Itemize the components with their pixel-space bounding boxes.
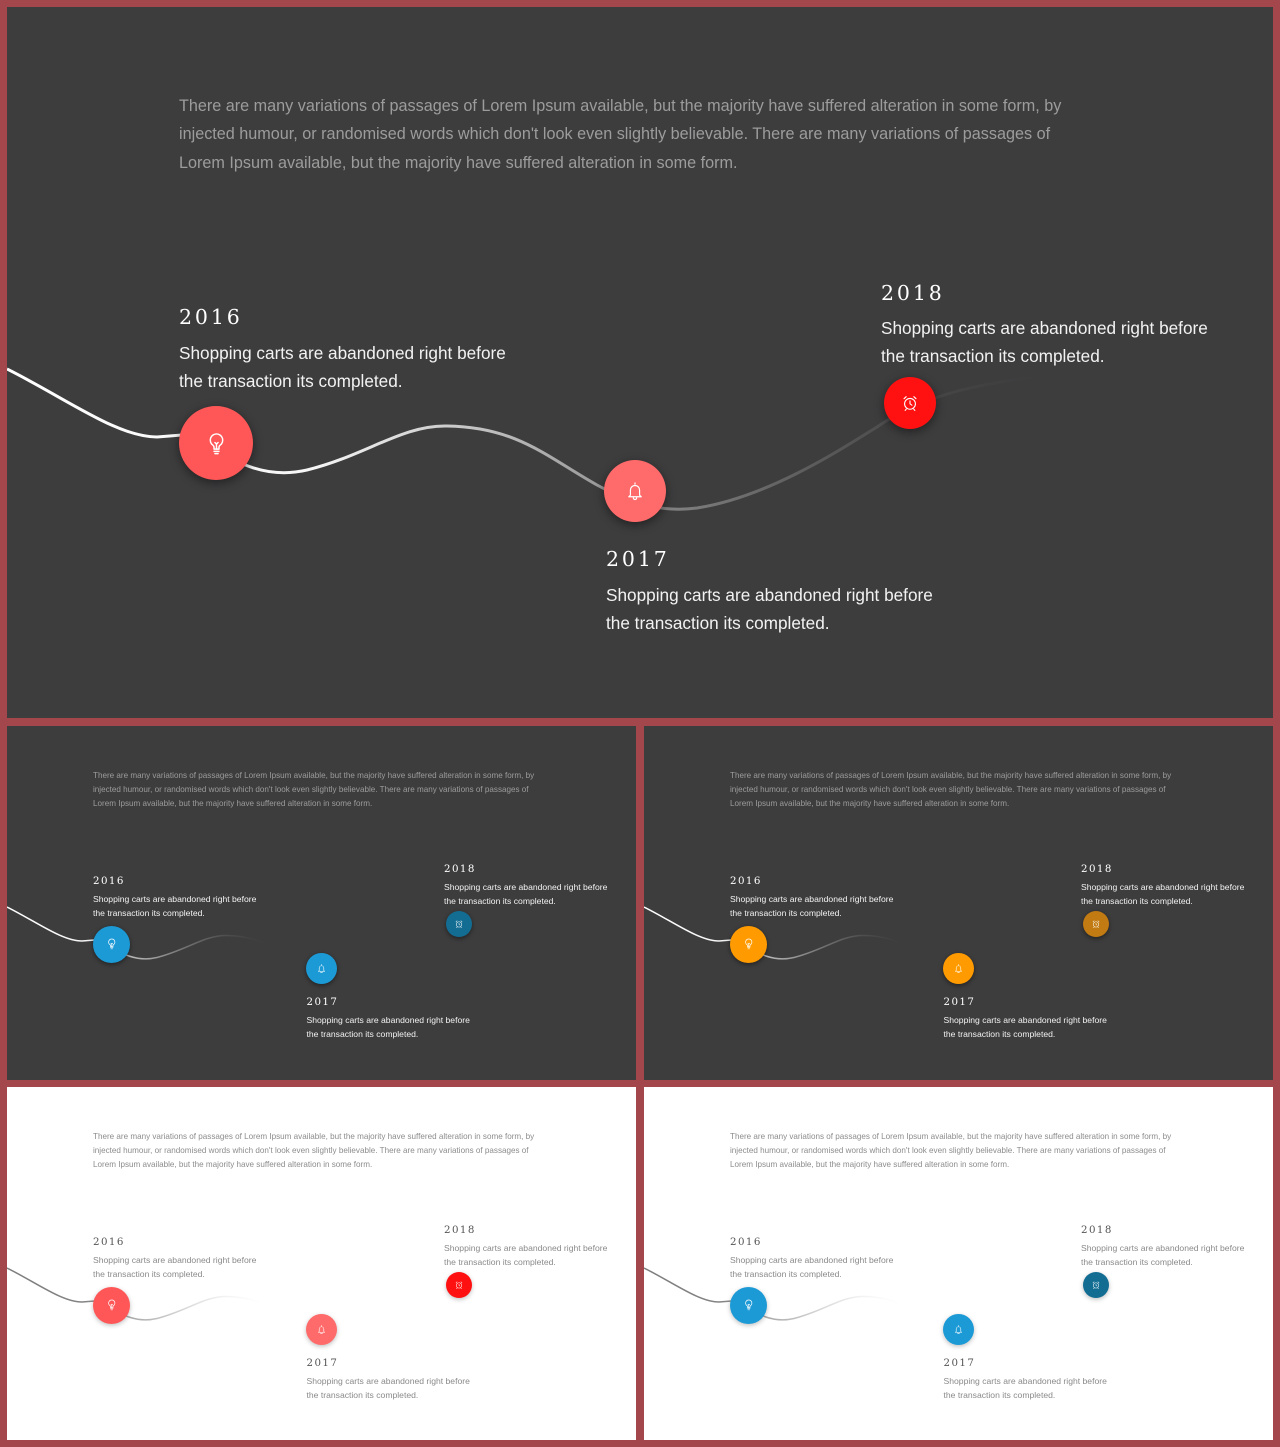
milestone-marker-2016[interactable] (730, 925, 767, 963)
bell-icon (628, 482, 642, 501)
milestone-year-2018: 2018 (1081, 863, 1113, 875)
milestone-year-2017: 2017 (606, 547, 670, 571)
milestone-description: Shopping carts are abandoned right befor… (730, 1255, 894, 1279)
slide-large-dark-red: There are many variations of passages of… (7, 7, 1273, 718)
intro-paragraph: There are many variations of passages of… (730, 1131, 1172, 1169)
bell-icon (954, 963, 962, 973)
slide-dark-orange: There are many variations of passages of… (644, 726, 1273, 1080)
milestone-marker-2017[interactable] (942, 1313, 974, 1345)
milestone-description: Shopping carts are abandoned right befor… (943, 1015, 1107, 1039)
timeline-path (7, 1267, 523, 1339)
milestone-description: Shopping carts are abandoned right befor… (444, 1242, 608, 1267)
milestone-year-2016: 2016 (179, 305, 243, 329)
milestone-description: Shopping carts are abandoned right befor… (306, 1015, 470, 1039)
bell-icon (317, 963, 325, 973)
milestone-description: Shopping carts are abandoned right befor… (93, 894, 257, 918)
milestone-year-2016: 2016 (93, 1236, 125, 1248)
milestone-description: Shopping carts are abandoned right befor… (1081, 1242, 1245, 1267)
milestone-description: Shopping carts are abandoned right befor… (93, 1255, 257, 1279)
milestone-year-2016: 2016 (93, 875, 125, 887)
milestone-year-2018: 2018 (444, 863, 476, 875)
milestone-marker-2018[interactable] (884, 377, 936, 429)
timeline-path (644, 1267, 1160, 1339)
alarm-clock-icon (455, 920, 462, 928)
intro-paragraph: There are many variations of passages of… (179, 97, 1062, 172)
slide-dark-blue: There are many variations of passages of… (7, 726, 636, 1080)
lightbulb-icon (745, 938, 752, 950)
milestone-description: Shopping carts are abandoned right befor… (881, 318, 1208, 366)
milestone-year-2018: 2018 (444, 1224, 476, 1236)
milestone-year-2017: 2017 (306, 1357, 339, 1369)
slide-light-red: There are many variations of passages of… (7, 1087, 636, 1440)
slide-light-blue: There are many variations of passages of… (644, 1087, 1273, 1440)
lightbulb-icon (745, 1299, 752, 1311)
bell-icon (954, 1324, 962, 1334)
milestone-description: Shopping carts are abandoned right befor… (730, 894, 894, 918)
milestone-marker-2017[interactable] (604, 460, 666, 522)
lightbulb-icon (108, 938, 115, 950)
milestone-year-2017: 2017 (943, 1357, 976, 1369)
intro-paragraph: There are many variations of passages of… (93, 1131, 535, 1169)
milestone-description: Shopping carts are abandoned right befor… (1081, 881, 1245, 906)
milestone-year-2018: 2018 (1081, 1224, 1113, 1236)
alarm-clock-icon (1092, 920, 1099, 928)
milestone-description: Shopping carts are abandoned right befor… (179, 343, 506, 391)
milestone-marker-2016[interactable] (93, 1286, 130, 1324)
alarm-clock-icon (903, 396, 917, 411)
milestone-marker-2016[interactable] (93, 925, 130, 963)
bell-icon (317, 1324, 325, 1334)
milestone-year-2017: 2017 (943, 996, 976, 1008)
milestone-marker-2018[interactable] (445, 911, 472, 937)
milestone-marker-2018[interactable] (1082, 911, 1109, 937)
milestone-marker-2017[interactable] (942, 952, 974, 984)
timeline-path (7, 367, 1038, 511)
intro-paragraph: There are many variations of passages of… (93, 770, 535, 808)
lightbulb-icon (209, 432, 223, 454)
milestone-year-2016: 2016 (730, 875, 762, 887)
milestone-description: Shopping carts are abandoned right befor… (606, 585, 933, 633)
milestone-marker-2017[interactable] (305, 952, 337, 984)
milestone-year-2018: 2018 (881, 281, 945, 305)
milestone-year-2016: 2016 (730, 1236, 762, 1248)
alarm-clock-icon (455, 1281, 462, 1289)
lightbulb-icon (108, 1299, 115, 1311)
milestone-year-2017: 2017 (306, 996, 339, 1008)
alarm-clock-icon (1092, 1281, 1099, 1289)
milestone-marker-2017[interactable] (305, 1313, 337, 1345)
timeline-path (644, 906, 1160, 978)
timeline-path (7, 906, 523, 978)
milestone-description: Shopping carts are abandoned right befor… (943, 1376, 1107, 1400)
milestone-description: Shopping carts are abandoned right befor… (444, 881, 608, 906)
milestone-marker-2016[interactable] (179, 406, 253, 480)
milestone-marker-2016[interactable] (730, 1286, 767, 1324)
milestone-marker-2018[interactable] (445, 1272, 472, 1298)
milestone-marker-2018[interactable] (1082, 1272, 1109, 1298)
intro-paragraph: There are many variations of passages of… (730, 770, 1172, 808)
milestone-description: Shopping carts are abandoned right befor… (306, 1376, 470, 1400)
